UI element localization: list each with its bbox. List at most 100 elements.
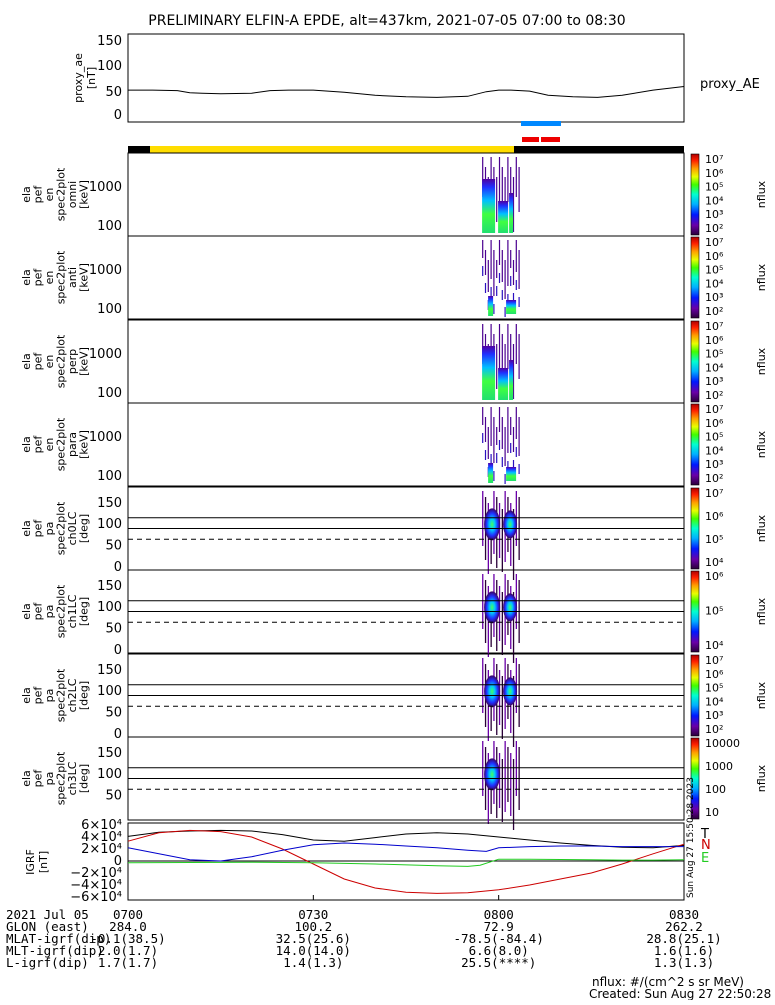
- spec-stripe: [482, 433, 484, 443]
- pa-ch0LC-ylabel-line: [deg]: [78, 514, 91, 543]
- colorbar: [690, 153, 700, 236]
- colorbar-title: nflux: [755, 514, 768, 542]
- pa-stripe: [498, 586, 501, 641]
- footer-row-value: 262.2: [665, 919, 703, 934]
- spec-ytick-1000: 1000: [89, 180, 122, 195]
- spec-stripe: [518, 297, 520, 307]
- pa-blob-2: [503, 593, 518, 622]
- colorbar-title: nflux: [755, 430, 768, 458]
- igrf-ytick: −6×10⁴: [70, 890, 122, 905]
- colorbar-title: nflux: [755, 597, 768, 625]
- spec-stripe: [490, 407, 492, 446]
- footer-row-value: 1.6(1.6): [654, 943, 714, 958]
- pa-stripe: [510, 753, 512, 816]
- pa-blob-1: [484, 508, 501, 541]
- pa-ytick: 100: [97, 517, 122, 532]
- figure-title: PRELIMINARY ELFIN-A EPDE, alt=437km, 202…: [148, 13, 625, 29]
- colorbar-tick: 10³: [705, 709, 723, 722]
- colorbar-tick: 10⁴: [705, 444, 724, 457]
- pa-panel-ch2LC: 150100500elapefpaspec2plotch2LC[deg]10⁷1…: [20, 653, 768, 747]
- colorbar-tick: 10⁷: [705, 487, 723, 500]
- colorbar: [690, 737, 700, 820]
- spec-perp-ylabel-line: spec2plot: [55, 334, 68, 388]
- science-zone-blue-bar: [521, 121, 561, 126]
- orbit-bar-black-right: [514, 146, 684, 153]
- pa-blob-2: [503, 677, 518, 706]
- ae-ylabel: proxy_ae: [72, 53, 85, 103]
- colorbar-title: nflux: [755, 180, 768, 208]
- colorbar-tick: 10⁷: [705, 153, 723, 166]
- pa-ch0LC-ylabel-line: ela: [20, 520, 33, 537]
- spec-stripe: [518, 250, 520, 289]
- spec-stripe: [504, 427, 506, 466]
- spec-stripe: [482, 240, 484, 258]
- colorbar: [690, 570, 700, 653]
- footer-ephemeris: 2021 Jul 05 0700 0730 0800 0830 GLON (east) 28…: [6, 907, 722, 970]
- spec-stripe: [496, 427, 498, 445]
- orbit-bar-yellow: [150, 146, 514, 153]
- created-timestamp: Created: Sun Aug 27 22:50:28 2023: [589, 987, 775, 1000]
- spec-stripe: [482, 266, 484, 276]
- spec-stripe: [504, 177, 506, 217]
- spec-omni-ylabel-line: [keV]: [78, 180, 91, 209]
- spectrogram-panels: 1000100elapefenspec2plotomni[keV]10⁷10⁶1…: [20, 152, 768, 900]
- spec-omni-ylabel-line: ela: [20, 186, 33, 203]
- pa-blob-1: [484, 675, 501, 708]
- pa-stripe: [482, 658, 484, 713]
- colorbar: [690, 320, 700, 403]
- spec-perp-ylabel-line: en: [43, 355, 56, 369]
- pa-ytick: 150: [97, 663, 122, 678]
- footer-row-value: 25.5(****): [461, 955, 536, 970]
- pa-ch1LC-ylabel-line: ela: [20, 603, 33, 620]
- pa-stripe: [482, 491, 484, 546]
- spec-stripe: [496, 453, 498, 463]
- footer-row-value: 1.7(1.7): [98, 955, 158, 970]
- footer-row-value: 2.0(1.7): [98, 943, 158, 958]
- colorbar-tick: 10⁵: [705, 431, 723, 444]
- pa-stripe: [498, 670, 501, 725]
- footer-row-value: 32.5(25.6): [276, 931, 351, 946]
- igrf-ytick: −2×10⁴: [70, 866, 122, 881]
- spec-blob-3: [509, 360, 514, 400]
- spec-stripe: [515, 447, 517, 457]
- spec-stripe: [490, 287, 492, 297]
- spec-stripe: [501, 334, 503, 389]
- colorbar-tick: 10²: [705, 472, 723, 485]
- colorbar-tick: 10⁶: [705, 417, 724, 430]
- colorbar-tick: 10⁴: [705, 277, 724, 290]
- spec-perp-ylabel-line: pef: [32, 352, 45, 371]
- colorbar-tick: 10³: [705, 375, 723, 388]
- colorbar-tick: 10⁴: [705, 194, 724, 207]
- pa-stripe: [498, 503, 501, 558]
- spec-stripe: [515, 324, 517, 364]
- spec-stripe: [515, 157, 517, 197]
- ae-legend: proxy_AE: [700, 77, 760, 92]
- pa-stripe: [512, 759, 515, 830]
- pa-ch0LC-ylabel-line: pef: [32, 519, 45, 538]
- spec-perp-ylabel-line: [keV]: [78, 347, 91, 376]
- pa-ch3LC-ylabel-line: pa: [43, 772, 56, 786]
- spec-stripe: [504, 260, 506, 299]
- spec-anti-ylabel-line: pef: [32, 268, 45, 287]
- ae-frame: [127, 33, 685, 123]
- pa-ytick: 0: [114, 560, 122, 575]
- footer-row-value: 0700: [113, 907, 143, 922]
- spec-stripe: [490, 240, 492, 279]
- pa-stripe: [498, 753, 501, 808]
- colorbar-tick: 10⁴: [705, 361, 724, 374]
- spec-stripe: [510, 276, 512, 286]
- spec-para-ylabel-line: ela: [20, 436, 33, 453]
- spec-stripe: [482, 157, 484, 197]
- pa-ytick: 150: [97, 496, 122, 511]
- spec-stripe: [496, 260, 498, 278]
- pa-stripe: [501, 509, 503, 572]
- spec-frame: [127, 235, 685, 320]
- ae-ytick-100: 100: [97, 59, 122, 74]
- colorbar-tick: 10⁷: [705, 403, 723, 416]
- spec-stripe: [504, 474, 506, 484]
- spec-para-ylabel-line: spec2plot: [55, 417, 68, 471]
- colorbar-tick: 10⁶: [705, 570, 724, 583]
- pa-ch0LC-ylabel-line: pa: [43, 522, 56, 536]
- footer-row-value: 1.4(1.3): [283, 955, 343, 970]
